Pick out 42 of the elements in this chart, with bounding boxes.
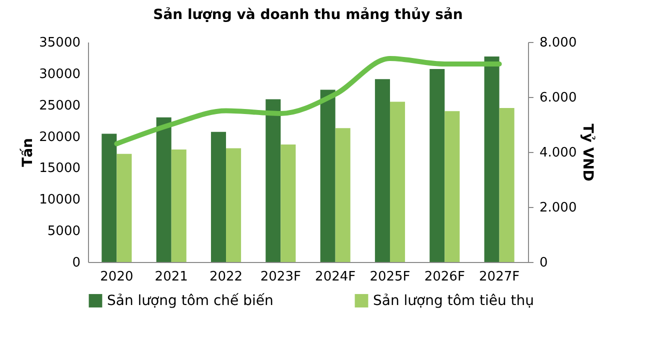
y-tick-label: 20000: [39, 130, 80, 145]
y-axis-title: Tấn: [19, 138, 36, 167]
bar: [374, 79, 390, 262]
x-tick-label: 2027F: [479, 270, 520, 284]
y2-tick-label: 2.000: [540, 200, 577, 216]
x-tick-label: 2024F: [315, 270, 356, 284]
x-tick-label: 2022: [209, 270, 243, 284]
y-tick-label: 0: [72, 256, 80, 270]
bar: [226, 148, 242, 262]
bar: [499, 108, 514, 262]
y-tick-label: 15000: [39, 161, 80, 176]
bar: [156, 117, 172, 262]
y-tick-label: 35000: [39, 36, 80, 50]
bar: [430, 69, 445, 262]
y2-tick-label: 8.000: [540, 36, 577, 50]
legend-label: Sản lượng tôm tiêu thụ: [373, 292, 534, 309]
x-tick-label: 2021: [154, 270, 188, 284]
bar: [102, 134, 117, 262]
bar: [444, 111, 460, 262]
y2-tick-label: 6.000: [540, 90, 577, 106]
bar: [335, 128, 350, 262]
y-tick-label: 10000: [39, 192, 80, 208]
y-tick-label: 5000: [47, 224, 80, 240]
chart-title: Sản lượng và doanh thu mảng thủy sản: [153, 7, 463, 23]
bar: [484, 56, 500, 262]
x-tick-label: 2026F: [424, 270, 465, 284]
y-tick-label: 30000: [39, 66, 80, 82]
y-tick-label: 25000: [39, 98, 80, 114]
bar: [171, 149, 186, 262]
bar: [320, 90, 336, 262]
y2-tick-label: 0: [540, 256, 548, 270]
legend-label: Sản lượng tôm chế biến: [107, 292, 274, 309]
bar: [280, 144, 296, 262]
bar: [116, 154, 132, 262]
bar: [266, 99, 281, 262]
x-tick-label: 2020: [100, 270, 134, 284]
y2-tick-label: 4.000: [540, 146, 577, 160]
x-tick-label: 2023F: [260, 270, 301, 284]
bar: [390, 102, 406, 262]
bar: [210, 132, 226, 262]
x-tick-label: 2025F: [370, 270, 410, 284]
y2-axis-title: Tỷ VND: [580, 124, 596, 182]
